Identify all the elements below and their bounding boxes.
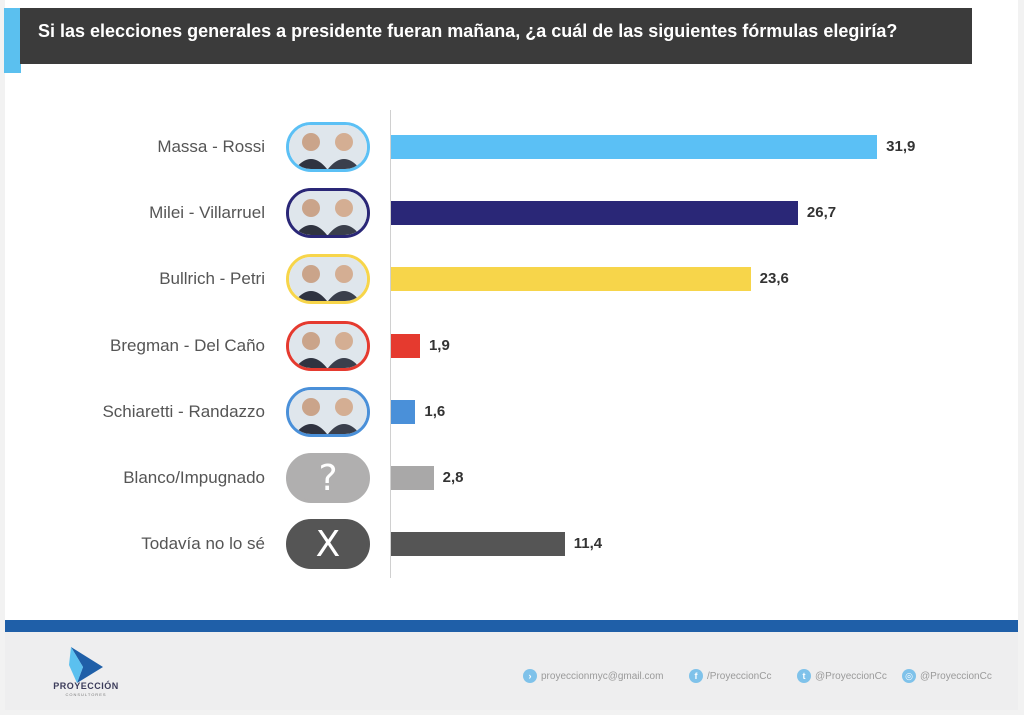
instagram-icon: ◎ [902, 669, 916, 683]
value-label-bullrich-petri: 23,6 [759, 270, 789, 288]
bar-blanco-impugnado [391, 466, 434, 490]
facebook-text: /ProyeccionCc [707, 670, 772, 682]
candidate-photos-icon [289, 125, 367, 169]
candidate-badge-schiaretti-randazzo [286, 386, 370, 437]
question-mark-icon: ? [318, 457, 338, 499]
contact-twitter[interactable]: t @ProyeccionCc [797, 668, 887, 684]
category-label-schiaretti-randazzo: Schiaretti - Randazzo [102, 401, 265, 421]
bar-massa-rossi [391, 135, 878, 159]
facebook-icon: f [689, 669, 703, 683]
value-label-blanco-impugnado: 2,8 [442, 469, 464, 486]
chart-title: Si las elecciones generales a presidente… [38, 21, 898, 41]
proyeccion-logo-icon [69, 647, 103, 683]
candidate-badge-milei-villarruel [286, 188, 370, 239]
title-accent [4, 8, 21, 73]
twitter-icon: t [797, 669, 811, 683]
mail-icon: › [523, 669, 537, 683]
footer [5, 632, 1018, 710]
bar-todavia-no-lo-se [391, 532, 565, 557]
candidate-badge-bullrich-petri [286, 254, 370, 305]
bar-chart: Massa - Rossi 31,9 Milei - Villarruel 26,7 B… [102, 110, 916, 578]
title-bar [20, 8, 972, 64]
value-label-schiaretti-randazzo: 1,6 [424, 402, 446, 420]
category-label-blanco-impugnado: Blanco/Impugnado [123, 468, 265, 487]
twitter-text: @ProyeccionCc [815, 670, 887, 682]
value-label-massa-rossi: 31,9 [886, 138, 916, 155]
candidate-photos-icon [289, 257, 367, 302]
contact-email[interactable]: › proyeccionmyc@gmail.com [523, 668, 663, 684]
bar-schiaretti-randazzo [391, 399, 416, 424]
x-mark-icon: X [315, 523, 341, 565]
candidate-photos-icon [289, 389, 367, 434]
chart-card [5, 0, 1018, 620]
bar-bregman-del-cano [391, 333, 420, 358]
bar-milei-villarruel [391, 201, 798, 226]
candidate-badge-bregman-del-cano [286, 320, 370, 371]
value-label-todavia-no-lo-se: 11,4 [573, 535, 603, 553]
email-text: proyeccionmyc@gmail.com [541, 670, 664, 682]
category-label-bregman-del-cano: Bregman - Del Caño [110, 335, 265, 355]
value-label-milei-villarruel: 26,7 [806, 204, 837, 222]
value-label-bregman-del-cano: 1,9 [428, 336, 450, 354]
instagram-text: @ProyeccionCc [920, 670, 992, 682]
category-label-milei-villarruel: Milei - Villarruel [149, 203, 265, 223]
category-label-massa-rossi: Massa - Rossi [157, 137, 265, 156]
candidate-badge-massa-rossi [286, 122, 370, 172]
candidate-badge-todavia-no-lo-se: X [286, 519, 370, 570]
contact-instagram[interactable]: ◎ @ProyeccionCc [902, 668, 992, 684]
y-axis-line [390, 110, 391, 578]
brand-name: PROYECCIÓN [53, 681, 119, 691]
category-label-bullrich-petri: Bullrich - Petri [159, 269, 265, 289]
candidate-photos-icon [289, 191, 367, 236]
bar-bullrich-petri [391, 267, 751, 292]
category-label-todavia-no-lo-se: Todavía no lo sé [141, 534, 265, 554]
candidate-badge-blanco-impugnado: ? [286, 453, 370, 503]
candidate-photos-icon [289, 323, 367, 368]
brand-subtitle: CONSULTORES [65, 692, 107, 697]
contact-facebook[interactable]: f /ProyeccionCc [689, 668, 771, 684]
footer-stripe [5, 620, 1018, 632]
